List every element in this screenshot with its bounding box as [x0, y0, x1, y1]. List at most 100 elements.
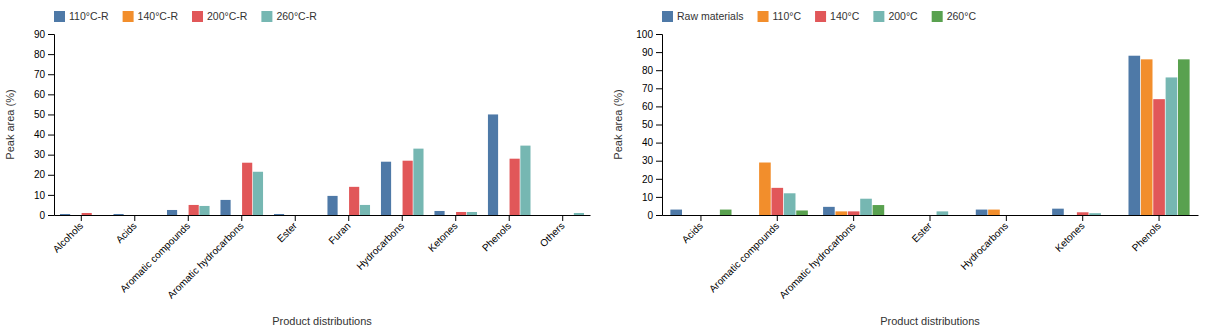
tick-label: 70 — [34, 69, 46, 80]
tick-mark — [402, 215, 403, 221]
bar — [976, 210, 988, 215]
tick: Alcohols — [51, 215, 86, 255]
tick-label: 10 — [642, 192, 654, 203]
legend-swatch — [261, 11, 272, 22]
x-axis: AcidsAromatic compoundsAromatic hydrocar… — [663, 215, 1199, 301]
legend-item: 200°C-R — [192, 10, 248, 22]
tick-mark — [1006, 215, 1007, 221]
legend-item: 260°C-R — [261, 10, 317, 22]
bar — [178, 215, 188, 216]
bar — [1089, 213, 1101, 215]
bar-series — [199, 146, 584, 215]
tick-mark — [348, 215, 349, 221]
legend-label: 200°C-R — [207, 10, 248, 22]
bar-series — [784, 77, 1177, 215]
legend-item: 110°C — [758, 10, 802, 22]
bar — [541, 215, 551, 216]
tick-mark — [48, 74, 54, 75]
tick-mark — [656, 143, 662, 144]
bar — [899, 215, 911, 216]
tick-mark — [656, 197, 662, 198]
tick-mark — [656, 34, 662, 35]
tick-label: Ketones — [426, 220, 460, 254]
bar — [467, 212, 477, 215]
bar — [381, 162, 391, 215]
tick-label: Hydrocarbons — [354, 220, 406, 272]
tick-mark — [656, 70, 662, 71]
bar — [349, 187, 359, 215]
bar — [924, 215, 936, 216]
bar — [670, 210, 682, 215]
legend-label: 110°C-R — [69, 10, 109, 22]
tick: Hydrocarbons — [354, 215, 406, 272]
bar-series — [60, 114, 498, 215]
tick-mark — [777, 215, 778, 221]
chart-root: 0102030405060708090AlcoholsAcidsAromatic… — [0, 0, 1216, 333]
tick-label: 80 — [34, 49, 46, 60]
tick-label: 0 — [39, 210, 45, 221]
bar-series — [82, 159, 520, 215]
bar — [1153, 99, 1165, 215]
legend-swatch — [932, 11, 943, 22]
bar — [860, 199, 872, 215]
bar — [488, 114, 498, 215]
bar — [949, 215, 961, 216]
tick-mark — [48, 34, 54, 35]
legend-label: 260°C-R — [276, 10, 317, 22]
bar — [220, 200, 230, 215]
legend-item: 140°C-R — [123, 10, 179, 22]
tick-label: 40 — [642, 137, 654, 148]
tick-mark — [295, 215, 296, 221]
tick-label: 90 — [642, 47, 654, 58]
bar — [552, 215, 562, 216]
bar — [707, 215, 719, 216]
tick-label: 30 — [34, 149, 46, 160]
tick: 80 — [642, 65, 662, 76]
tick-mark — [656, 106, 662, 107]
tick: 40 — [642, 137, 662, 148]
tick-mark — [930, 215, 931, 221]
tick: Others — [538, 215, 567, 249]
tick-label: Ester — [275, 220, 300, 245]
bar — [1141, 59, 1153, 215]
bar — [296, 215, 306, 216]
bar — [403, 161, 413, 215]
bar — [1166, 77, 1178, 215]
bar — [1025, 215, 1037, 216]
tick-label: 60 — [34, 89, 46, 100]
bar — [1001, 215, 1013, 216]
bar — [413, 149, 423, 215]
legend-swatch — [123, 11, 134, 22]
tick-label: 80 — [642, 65, 654, 76]
tick-mark — [455, 215, 456, 221]
bar — [253, 172, 263, 215]
bar — [796, 210, 808, 215]
tick-label: 0 — [647, 210, 653, 221]
tick: Aromatic compounds — [707, 215, 781, 294]
legend-swatch — [662, 11, 673, 22]
tick: 10 — [34, 190, 54, 201]
bar — [1077, 212, 1089, 215]
legend-label: Raw materials — [677, 10, 744, 22]
bar — [306, 215, 316, 216]
panel: 0102030405060708090AlcoholsAcidsAromatic… — [4, 10, 591, 327]
tick-label: Ketones — [1053, 220, 1087, 254]
tick: 30 — [642, 155, 662, 166]
tick-label: Aromatic compounds — [707, 220, 781, 294]
bar — [71, 215, 81, 216]
tick: Ketones — [1053, 215, 1087, 254]
tick-mark — [656, 88, 662, 89]
tick-mark — [656, 161, 662, 162]
bar — [360, 205, 370, 215]
tick-mark — [853, 215, 854, 221]
tick-label: Ester — [910, 220, 935, 245]
bar — [720, 210, 732, 215]
x-axis-title: Product distributions — [880, 315, 980, 327]
legend-swatch — [815, 11, 826, 22]
bar — [937, 211, 949, 215]
bar — [683, 215, 695, 216]
tick: 30 — [34, 149, 54, 160]
bar — [784, 193, 796, 215]
tick: 20 — [34, 169, 54, 180]
tick-mark — [656, 215, 662, 216]
